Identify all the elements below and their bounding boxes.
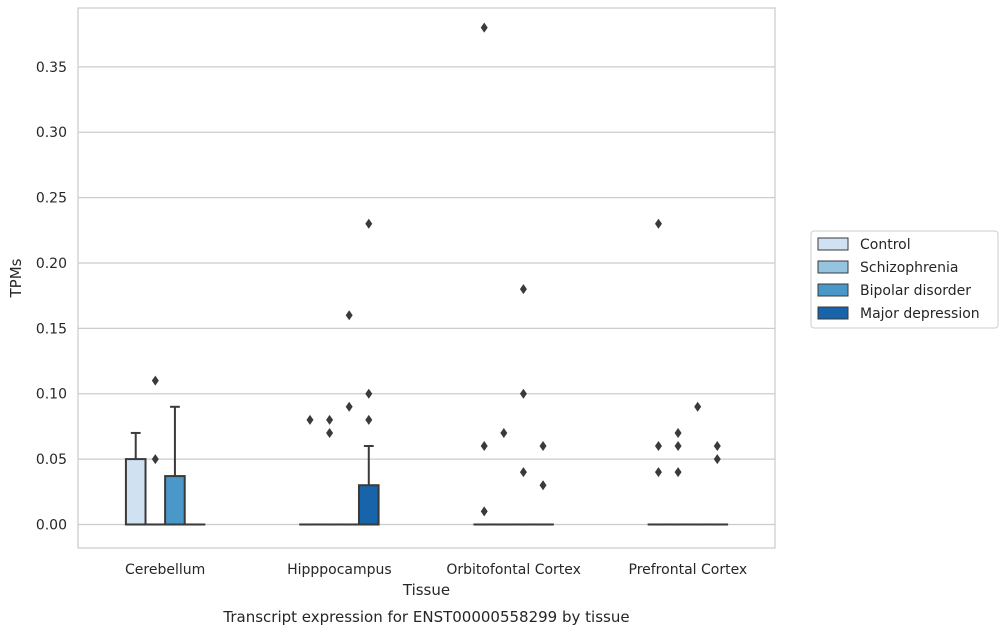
legend-label: Schizophrenia: [860, 260, 958, 276]
y-tick-labels: 0.00 0.05 0.10 0.15 0.20 0.25 0.30 0.35: [36, 60, 67, 534]
outlier-point: [345, 310, 353, 321]
x-tick-label: Hipppocampus: [287, 562, 392, 578]
outlier-point: [713, 454, 721, 465]
legend-swatch: [817, 237, 849, 251]
legend-label: Bipolar disorder: [860, 283, 971, 299]
y-tick-label: 0.05: [36, 452, 67, 468]
outlier-point: [519, 388, 527, 399]
grid-lines: [78, 66, 775, 526]
outlier-point: [674, 467, 682, 478]
outlier-point: [654, 467, 662, 478]
legend-frame: [810, 230, 999, 329]
legend-swatch: [817, 283, 849, 297]
legend-swatch: [817, 306, 849, 320]
x-tick-label: Prefrontal Cortex: [629, 562, 748, 578]
outlier-point: [480, 22, 488, 33]
outlier-point: [365, 218, 373, 229]
outlier-point: [326, 414, 334, 425]
plot-area-frame: [77, 7, 776, 549]
outlier-point: [500, 427, 508, 438]
box: [124, 458, 147, 526]
outlier-point: [306, 414, 314, 425]
y-tick-label: 0.25: [36, 191, 67, 207]
outlier-point: [674, 427, 682, 438]
box: [164, 475, 186, 526]
outlier-point: [326, 427, 334, 438]
y-tick-label: 0.35: [36, 60, 67, 76]
x-tick-labels: Cerebellum Hipppocampus Orbitofontal Corte…: [125, 562, 747, 578]
x-axis-label: Tissue: [402, 581, 450, 599]
box-elements: [124, 22, 729, 526]
y-tick-label: 0.30: [36, 125, 67, 141]
outlier-point: [151, 454, 159, 465]
outlier-point: [151, 375, 159, 386]
outlier-point: [345, 401, 353, 412]
outlier-point: [519, 467, 527, 478]
outlier-point: [365, 414, 373, 425]
outlier-point: [519, 284, 527, 295]
y-tick-label: 0.20: [36, 256, 67, 272]
outlier-point: [539, 480, 547, 491]
outlier-point: [480, 441, 488, 452]
outlier-point: [694, 401, 702, 412]
x-tick-label: Orbitofontal Cortex: [446, 562, 581, 578]
y-axis-label: TPMs: [7, 258, 25, 298]
outlier-point: [539, 441, 547, 452]
x-tick-label: Cerebellum: [125, 562, 205, 578]
legend-label: Control: [860, 237, 911, 253]
outlier-point: [654, 441, 662, 452]
outlier-point: [674, 441, 682, 452]
y-tick-label: 0.00: [36, 517, 67, 533]
y-tick-label: 0.15: [36, 321, 67, 337]
outlier-point: [713, 441, 721, 452]
legend: Control Schizophrenia Bipolar disorder Majo…: [810, 230, 999, 329]
outlier-point: [654, 218, 662, 229]
box: [357, 484, 380, 526]
chart-title: Transcript expression for ENST0000055829…: [222, 608, 629, 626]
legend-swatch: [817, 260, 849, 274]
outlier-point: [365, 388, 373, 399]
y-tick-label: 0.10: [36, 387, 67, 403]
legend-label: Major depression: [860, 306, 980, 322]
outlier-point: [480, 506, 488, 517]
